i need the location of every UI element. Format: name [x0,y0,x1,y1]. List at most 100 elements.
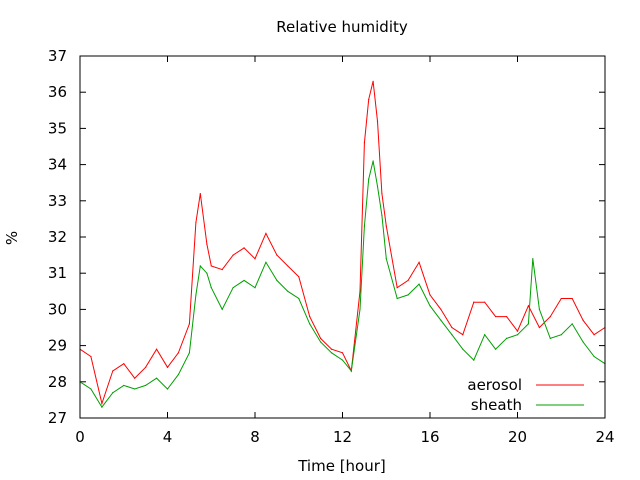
data-point-sheath [276,279,278,282]
x-axis-label: Time [hour] [297,457,386,475]
data-point-sheath [429,305,431,307]
data-point-aerosol [145,366,147,368]
data-point-sheath [112,392,114,394]
data-point-aerosol [385,225,387,227]
data-point-sheath [593,355,595,358]
data-point-aerosol [376,120,379,122]
data-point-aerosol [155,348,158,350]
data-point-aerosol [381,192,383,195]
data-point-aerosol [372,80,374,82]
data-point-aerosol [254,258,256,260]
series-layer [79,80,606,408]
data-point-aerosol [199,192,201,195]
data-point-sheath [372,160,374,162]
data-point-sheath [516,334,519,336]
data-point-sheath [363,225,365,227]
data-point-aerosol [593,334,595,336]
data-point-aerosol [221,268,223,271]
data-point-sheath [359,308,361,310]
data-point-sheath [381,214,383,216]
data-point-sheath [90,388,92,390]
data-point-aerosol [451,326,453,329]
plot-frame [79,55,606,419]
x-tick-label: 8 [250,428,260,446]
data-point-aerosol [363,142,365,144]
data-point-aerosol [418,261,420,263]
data-point-aerosol [101,402,103,405]
data-point-aerosol [298,276,300,278]
data-point-aerosol [549,316,551,318]
data-point-aerosol [407,279,409,282]
data-point-sheath [549,337,551,339]
x-tick-label: 12 [333,428,352,446]
data-point-sheath [376,185,379,187]
y-tick-label: 37 [48,47,67,65]
data-point-aerosol [90,355,92,358]
x-tick-label: 4 [163,428,173,446]
data-point-sheath [243,279,245,282]
data-point-aerosol [396,287,398,289]
x-tick-label: 20 [508,428,527,446]
axis-ticks: 0 4 8 12 16 20 24 27 28 29 30 31 32 33 34 35 36 37 [48,47,615,446]
data-point-sheath [527,323,530,325]
data-point-aerosol [112,370,114,372]
y-tick-label: 29 [48,337,67,355]
data-point-sheath [560,334,562,336]
data-point-sheath [396,297,398,300]
data-point-aerosol [134,377,136,379]
data-point-sheath [221,308,223,310]
series-line-aerosol [79,81,606,406]
y-tick-label: 34 [48,156,67,174]
y-tick-label: 31 [48,264,67,282]
data-point-aerosol [287,265,289,267]
data-point-sheath [538,308,540,310]
x-tick-label: 16 [420,428,439,446]
legend-label-aerosol: aerosol [467,376,522,394]
data-point-aerosol [484,301,486,303]
data-point-aerosol [538,326,540,329]
data-point-aerosol [359,290,361,292]
data-point-sheath [177,373,180,376]
y-tick-label: 33 [48,192,67,210]
data-point-sheath [350,370,352,372]
data-point-sheath [155,377,158,379]
data-point-sheath [451,334,453,336]
data-point-sheath [440,319,442,321]
y-tick-label: 27 [48,409,67,427]
data-point-aerosol [560,297,562,300]
legend-label-sheath: sheath [471,396,522,414]
data-point-sheath [418,283,420,285]
data-point-sheath [188,352,190,354]
data-point-sheath [101,406,103,408]
chart-title: Relative humidity [276,18,408,36]
data-point-aerosol [330,348,333,350]
data-point-sheath [123,384,125,387]
data-point-aerosol [582,319,584,321]
data-point-sheath [195,294,197,296]
legend: aerosol sheath [467,376,584,414]
y-tick-label: 36 [48,83,67,101]
data-point-sheath [341,359,344,361]
data-point-sheath [505,337,508,339]
y-tick-label: 32 [48,228,67,246]
data-point-sheath [473,359,475,361]
data-point-sheath [407,294,409,296]
data-point-sheath [368,178,370,180]
series-line-sheath [79,160,606,408]
data-point-sheath [462,348,464,350]
data-point-sheath [265,261,267,263]
data-point-sheath [210,287,212,289]
data-point-aerosol [368,98,370,101]
data-point-sheath [145,384,147,387]
data-point-aerosol [195,221,197,224]
data-point-aerosol [243,247,245,249]
data-point-sheath [320,341,322,343]
data-point-sheath [134,388,136,390]
data-point-aerosol [505,316,508,318]
data-point-aerosol [166,366,169,368]
data-point-aerosol [210,265,212,267]
data-point-sheath [298,297,300,300]
y-tick-label: 30 [48,300,67,318]
data-point-aerosol [462,334,464,336]
